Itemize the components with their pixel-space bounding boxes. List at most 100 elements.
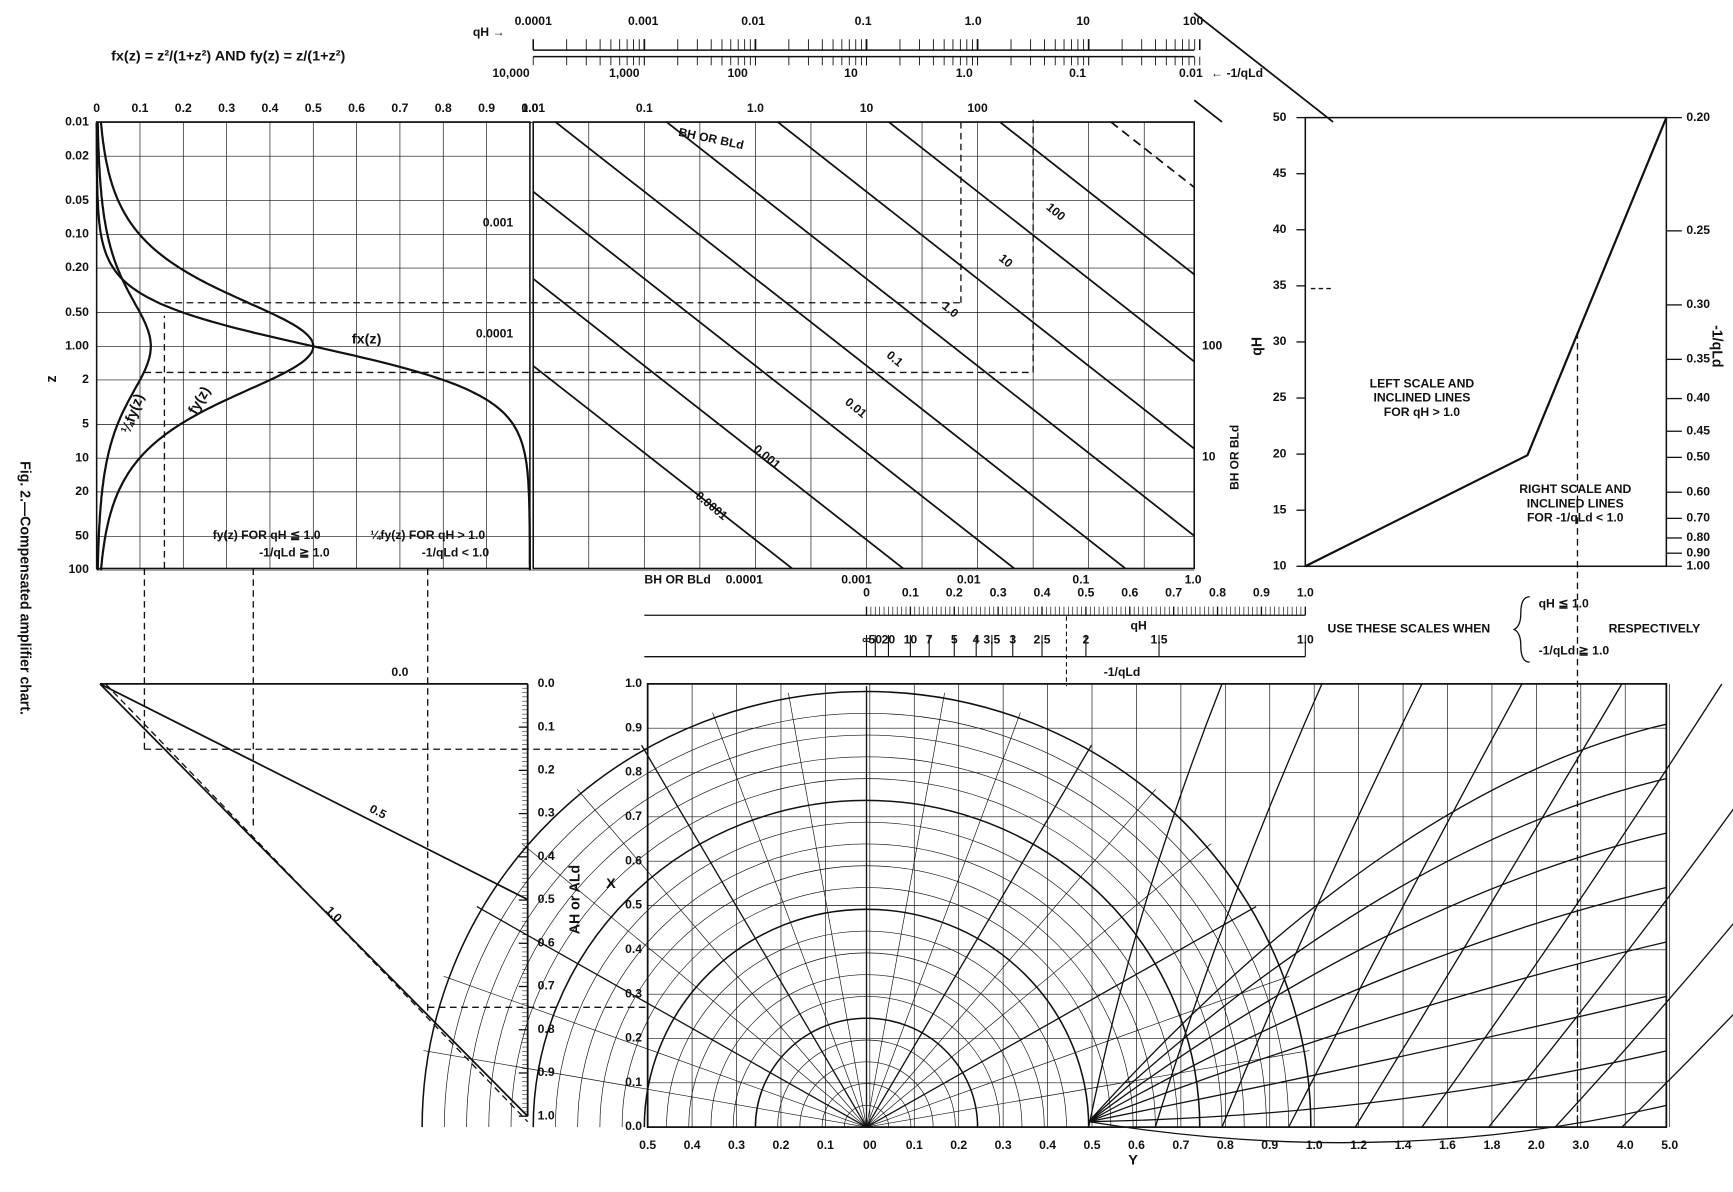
line-label: 0.1 xyxy=(884,348,906,369)
q-tick-label: 10 xyxy=(1273,559,1287,573)
scale-tick-label: 10 xyxy=(1076,14,1090,28)
scale-tick-label: 0.001 xyxy=(628,14,659,28)
diagonal-line xyxy=(1193,12,1334,123)
axis-label: AH or ALd xyxy=(567,865,583,934)
phase-curve xyxy=(1421,683,1723,1128)
note: -1/qLd ≧ 1.0 xyxy=(1539,643,1610,657)
x-tick-label: 0.3 xyxy=(218,101,235,115)
scale-tick-label: 1,000 xyxy=(609,66,640,80)
x-tick-label: 0.8 xyxy=(1217,1138,1234,1152)
gain-curve xyxy=(1088,995,1667,1123)
x-tick-label: 2.0 xyxy=(1528,1138,1545,1152)
line-label: 0.5 xyxy=(367,802,389,822)
diagonal-line xyxy=(665,121,1195,537)
q-tick-label: 15 xyxy=(1273,502,1287,516)
x-tick-label: 0.7 xyxy=(1172,1138,1189,1152)
scale-label: qH xyxy=(1131,618,1147,632)
z-tick-label: 0.50 xyxy=(65,305,89,319)
b-tick-label: 1.0 xyxy=(1185,573,1202,587)
x-tick-label: 0.2 xyxy=(175,101,192,115)
q-tick-label: 1.00 xyxy=(1686,559,1710,573)
scale-tick-label: 0.0001 xyxy=(515,14,553,28)
y-tick-label: 0.6 xyxy=(625,853,642,867)
note: FOR -1/qLd < 1.0 xyxy=(1527,511,1624,525)
scale-tick-label: 0.6 xyxy=(1121,586,1138,600)
scale-tick-label: 3.5 xyxy=(983,633,1000,647)
a-line xyxy=(99,683,529,901)
phase-curve xyxy=(1621,1013,1733,1128)
q-tick-label: 30 xyxy=(1273,334,1287,348)
q-tick-label: 35 xyxy=(1273,278,1287,292)
gain-curve xyxy=(1088,886,1667,1123)
x-tick-label: 1.2 xyxy=(1350,1138,1367,1152)
x-tick-label: 0.1 xyxy=(131,101,148,115)
radial-line xyxy=(866,843,1212,1128)
a-tick-label: 1.0 xyxy=(538,1108,555,1122)
x-tick-label: 0.5 xyxy=(639,1138,656,1152)
line-label: 0.0001 xyxy=(693,489,731,523)
scale-tick-label: 0.4 xyxy=(1034,586,1051,600)
phase-curve xyxy=(1354,683,1623,1128)
b-tick-label: 0.01 xyxy=(957,573,981,587)
scale-tick-label: 100 xyxy=(1183,14,1204,28)
x-tick-label: 5.0 xyxy=(1661,1138,1678,1152)
q-tick-label: 0.40 xyxy=(1686,391,1710,405)
y-tick-label: 0.3 xyxy=(625,986,642,1000)
phase-curve xyxy=(1154,683,1323,1128)
scale-tick-label: 0.3 xyxy=(990,586,1007,600)
b-tick-label: 0.1 xyxy=(1072,573,1089,587)
x-tick-label: 0.3 xyxy=(728,1138,745,1152)
y-tick-label: 0.0 xyxy=(625,1119,642,1133)
a-tick-label: 0.2 xyxy=(538,763,555,777)
diagonal-line xyxy=(999,121,1195,276)
q-tick-label: 0.60 xyxy=(1686,484,1710,498)
caption: Fig. 2.—Compensated amplifier chart. xyxy=(17,461,33,715)
z-tick-label: 10 xyxy=(75,450,89,464)
line-label: 1.0 xyxy=(323,903,345,925)
x-tick-label: 0.2 xyxy=(950,1138,967,1152)
b-tick-label: 0.001 xyxy=(483,216,514,230)
z-tick-label: 0.05 xyxy=(65,193,89,207)
gain-curve xyxy=(1088,941,1667,1123)
a-tick-label: 0.5 xyxy=(538,892,555,906)
brace xyxy=(1512,596,1530,663)
x-tick-label: 4.0 xyxy=(1617,1138,1634,1152)
scale-tick-label: 4 xyxy=(973,633,980,647)
z-tick-label: 1.00 xyxy=(65,339,89,353)
note: INCLINED LINES xyxy=(1373,391,1470,405)
y-tick-label: 1.0 xyxy=(625,676,642,690)
x-tick-label: 0.7 xyxy=(391,101,408,115)
scale-tick-label: 0.1 xyxy=(855,14,872,28)
scale-tick-label: 0.2 xyxy=(946,586,963,600)
scale-tick-label: 1.0 xyxy=(1297,586,1314,600)
scale-tick-label: 1.5 xyxy=(1151,633,1168,647)
scale-tick-label: 0.1 xyxy=(1069,66,1086,80)
radial-line xyxy=(866,692,945,1128)
scale-tick-label: 5 xyxy=(951,633,958,647)
scale-tick-label: 0 xyxy=(863,586,870,600)
x-tick-label: 0.4 xyxy=(261,101,278,115)
b-tick-label: 0.01 xyxy=(521,101,545,115)
b-tick-label: 1.0 xyxy=(747,101,764,115)
radial-line xyxy=(577,789,867,1128)
scale-label: ← -1/qLd xyxy=(1211,66,1263,80)
q-line xyxy=(1304,117,1668,568)
x-tick-label: 0.9 xyxy=(1261,1138,1278,1152)
gain-curve xyxy=(1088,1050,1667,1123)
scale-label: qH → xyxy=(473,25,505,39)
scale-tick-label: 0.7 xyxy=(1165,586,1182,600)
radial-line xyxy=(866,712,1021,1128)
scale-tick-label: 0.01 xyxy=(741,14,765,28)
radial-line xyxy=(788,692,867,1128)
scale-tick-label: 0.9 xyxy=(1253,586,1270,600)
radial-line xyxy=(423,1050,867,1128)
axis-label: z xyxy=(44,375,60,382)
a-tick-label: 0.3 xyxy=(538,806,555,820)
z-tick-label: 50 xyxy=(75,529,89,543)
b-tick-label: 0.001 xyxy=(841,573,872,587)
x-tick-label: 0.6 xyxy=(348,101,365,115)
q-tick-label: 0.50 xyxy=(1686,450,1710,464)
scale-tick-label: 50 xyxy=(868,633,882,647)
a-tick-label: 0.7 xyxy=(538,979,555,993)
